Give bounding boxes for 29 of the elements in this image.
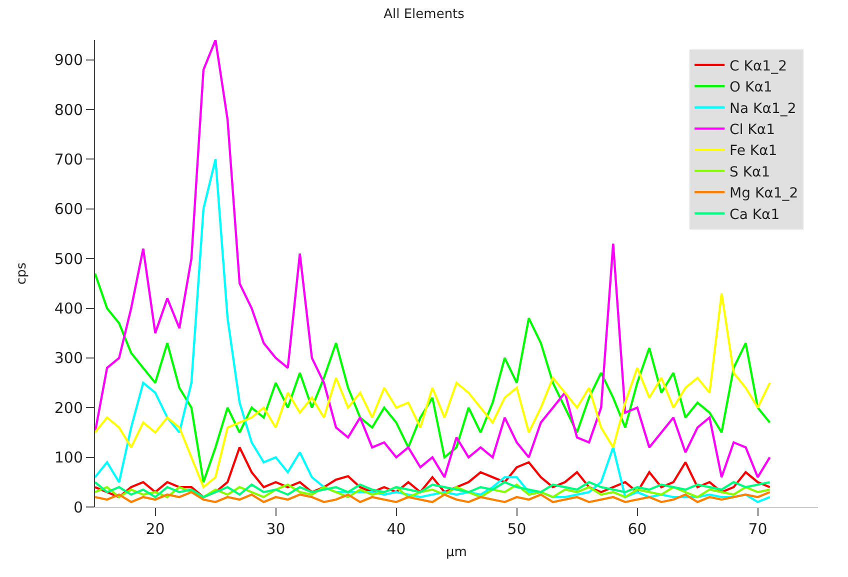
- y-tick-label: 0: [73, 498, 83, 516]
- x-tick-label: 70: [748, 520, 768, 538]
- legend-label: S Kα1: [730, 164, 770, 180]
- line-series: [95, 491, 771, 504]
- y-tick-label: 700: [54, 150, 83, 168]
- x-tick-label: 40: [386, 520, 406, 538]
- x-tick-label: 30: [266, 520, 286, 538]
- legend-label: Na Kα1_2: [730, 100, 796, 117]
- y-tick-label: 500: [54, 250, 83, 268]
- x-axis-title: µm: [446, 545, 467, 560]
- chart-title: All Elements: [384, 6, 465, 22]
- y-axis-title: cps: [14, 262, 30, 285]
- y-tick-label: 200: [54, 398, 83, 417]
- line-series: [95, 446, 771, 498]
- legend-label: O Kα1: [730, 80, 772, 96]
- y-tick-label: 400: [54, 300, 83, 318]
- y-tick-label: 100: [54, 448, 83, 467]
- legend-label: Mg Kα1_2: [730, 186, 798, 202]
- y-tick-label: 600: [54, 200, 83, 218]
- legend-label: Fe Kα1: [730, 143, 778, 160]
- legend-label: Cl Kα1: [730, 122, 775, 138]
- x-tick-label: 50: [507, 520, 526, 538]
- legend-label: C Kα1_2: [730, 58, 787, 74]
- x-tick-label: 60: [628, 520, 647, 538]
- legend-label: Ca Kα1: [730, 206, 780, 223]
- y-tick-label: 800: [54, 100, 83, 119]
- x-tick-label: 20: [146, 520, 165, 538]
- y-tick-label: 900: [54, 51, 83, 70]
- y-tick-label: 300: [54, 349, 83, 368]
